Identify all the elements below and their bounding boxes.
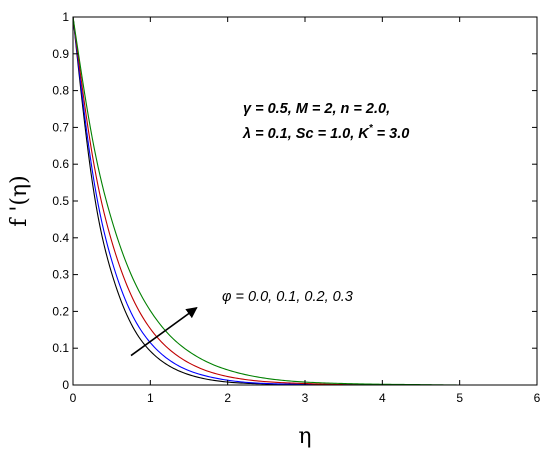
y-tick-label: 0.8 bbox=[52, 84, 69, 98]
y-tick-label: 0.6 bbox=[52, 157, 69, 171]
phi-arrow bbox=[130, 307, 198, 357]
parameter-line-2-value: = 3.0 bbox=[373, 126, 410, 142]
x-tick-label: 2 bbox=[224, 391, 231, 405]
parameter-line-2-superscript: * bbox=[369, 123, 374, 134]
x-tick-label: 5 bbox=[456, 391, 463, 405]
y-tick-label: 0 bbox=[62, 378, 69, 392]
series-line-2 bbox=[72, 16, 537, 386]
x-tick-label: 6 bbox=[534, 391, 541, 405]
x-tick-label: 1 bbox=[147, 391, 154, 405]
parameter-line-2: λ = 0.1, Sc = 1.0, K* = 3.0 bbox=[242, 123, 409, 142]
y-tick-label: 0.9 bbox=[52, 47, 69, 61]
series-line-3 bbox=[72, 16, 537, 386]
y-tick-label: 1 bbox=[62, 10, 69, 24]
y-tick-label: 0.1 bbox=[52, 341, 69, 355]
series-line-1 bbox=[72, 16, 537, 386]
y-tick-label: 0.3 bbox=[52, 268, 69, 282]
x-axis-label: η bbox=[298, 424, 311, 449]
y-tick-label: 0.5 bbox=[52, 194, 69, 208]
parameter-line-1: γ = 0.5, M = 2, n = 2.0, bbox=[243, 101, 390, 117]
parameter-line-2-main: λ = 0.1, Sc = 1.0, K bbox=[242, 126, 370, 142]
plot-area bbox=[72, 16, 538, 386]
y-tick-label: 0.4 bbox=[52, 231, 69, 245]
series-layer bbox=[72, 16, 537, 386]
x-tick-label: 0 bbox=[70, 391, 77, 405]
y-tick-label: 0.2 bbox=[52, 304, 69, 318]
x-tick-label: 3 bbox=[302, 391, 309, 405]
y-axis-label: f '(η) bbox=[7, 175, 32, 227]
tick-layer: 0 1 2 3 4 5 6 0 0.1 0.2 0.3 0.4 0.5 0.6 0.7 0.8 0.9 1 bbox=[52, 10, 540, 405]
y-tick-label: 0.7 bbox=[52, 120, 69, 134]
x-tick-label: 4 bbox=[379, 391, 386, 405]
series-line-4 bbox=[72, 16, 537, 386]
phi-annotation: φ = 0.0, 0.1, 0.2, 0.3 bbox=[222, 289, 353, 305]
